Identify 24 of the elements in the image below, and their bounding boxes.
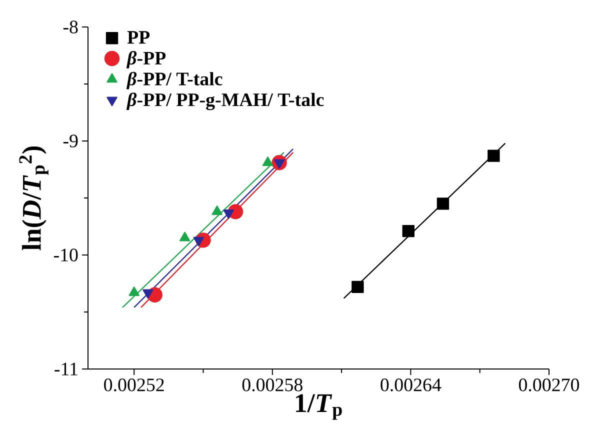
point	[128, 286, 140, 296]
point	[352, 280, 364, 294]
point	[402, 224, 414, 238]
point	[179, 232, 190, 242]
y-axis-title: ln(D/T$_{p}$$^{2}$)	[19, 146, 48, 250]
legend-label: β-PP/ T-talc	[126, 72, 222, 90]
y-tick-label: -9	[63, 134, 78, 148]
x-tick-label: 0.00264	[380, 378, 442, 392]
point	[223, 209, 234, 219]
y-tick-label: -11	[54, 362, 78, 376]
y-tick-label: -8	[63, 20, 78, 34]
x-tick-label: 0.00252	[104, 378, 164, 392]
point	[212, 206, 222, 216]
legend-label: β-PP	[126, 51, 166, 68]
legend-label: PP	[127, 31, 150, 44]
x-axis-title: 1/T$_{p}$	[296, 394, 342, 420]
legend-label: β-PP/ PP-g-MAH/ T-talc	[126, 92, 324, 110]
point	[488, 150, 500, 162]
point	[142, 289, 154, 299]
point	[262, 156, 274, 166]
point	[436, 198, 450, 210]
y-tick-label: -10	[54, 248, 78, 262]
x-tick-label: 0.00258	[242, 378, 302, 392]
x-tick-label: 0.00270	[518, 378, 580, 392]
